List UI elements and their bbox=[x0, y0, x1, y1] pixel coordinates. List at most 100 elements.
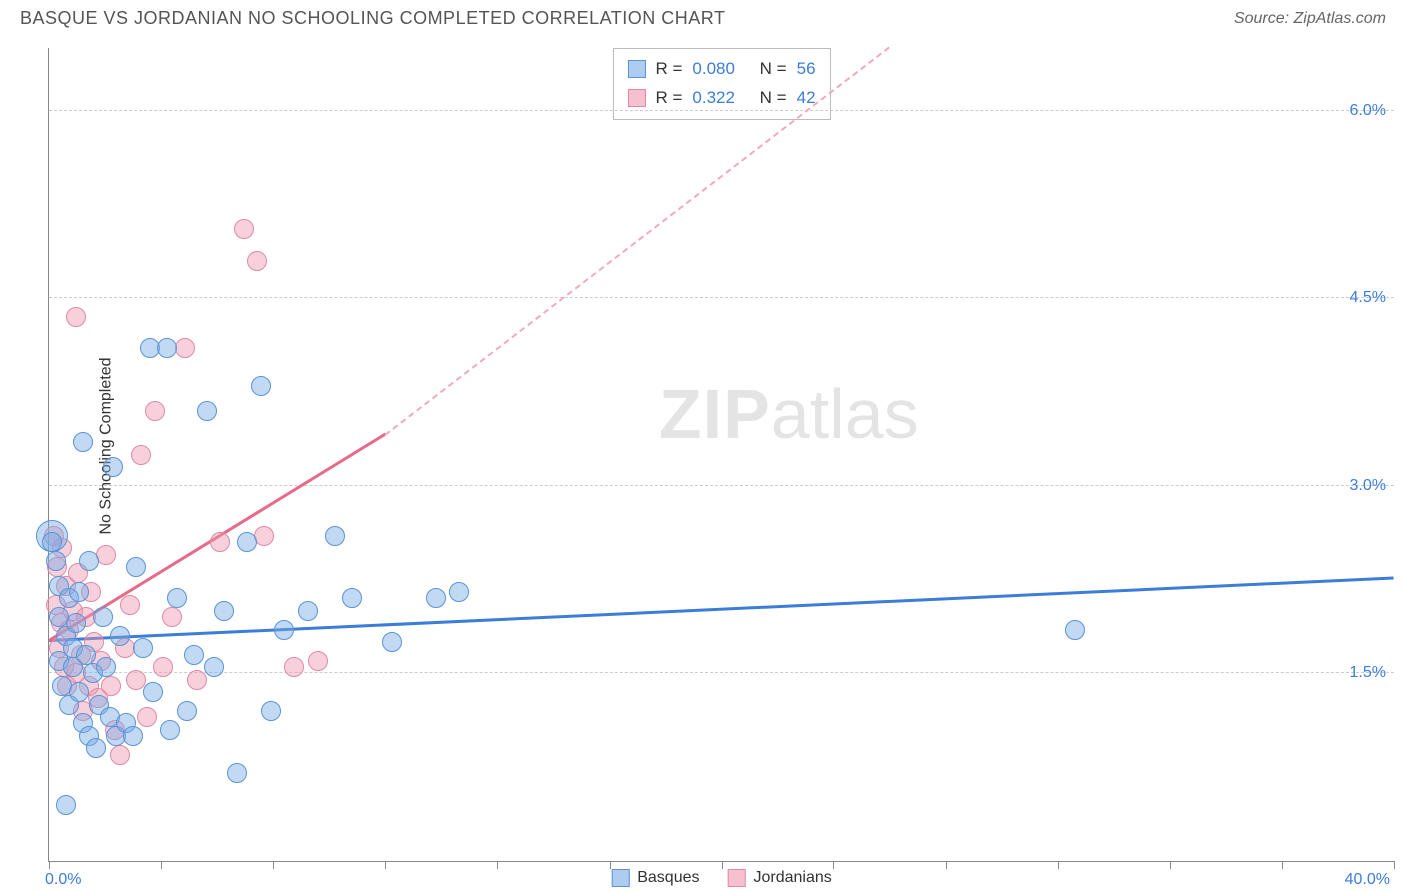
swatch-pink-icon bbox=[727, 869, 745, 887]
x-tick bbox=[1058, 861, 1059, 869]
x-tick bbox=[497, 861, 498, 869]
data-point bbox=[79, 551, 99, 571]
data-point bbox=[251, 376, 271, 396]
chart-plot-area: ZIPatlas R = 0.080 N = 56 R = 0.322 N = … bbox=[48, 48, 1394, 862]
data-point bbox=[162, 607, 182, 627]
data-point bbox=[426, 588, 446, 608]
data-point bbox=[325, 526, 345, 546]
swatch-blue-icon bbox=[627, 60, 645, 78]
data-point bbox=[210, 532, 230, 552]
y-tick-label: 6.0% bbox=[1350, 102, 1386, 120]
x-tick bbox=[1170, 861, 1171, 869]
trend-line bbox=[49, 577, 1394, 643]
swatch-pink-icon bbox=[627, 89, 645, 107]
data-point bbox=[133, 638, 153, 658]
n-value: 56 bbox=[797, 55, 816, 84]
data-point bbox=[214, 601, 234, 621]
data-point bbox=[204, 657, 224, 677]
data-point bbox=[234, 219, 254, 239]
data-point bbox=[342, 588, 362, 608]
x-tick bbox=[1394, 861, 1395, 869]
data-point bbox=[175, 338, 195, 358]
data-point bbox=[120, 595, 140, 615]
data-point bbox=[157, 338, 177, 358]
data-point bbox=[73, 432, 93, 452]
data-point bbox=[66, 307, 86, 327]
gridline bbox=[49, 672, 1394, 673]
stats-row: R = 0.080 N = 56 bbox=[627, 55, 815, 84]
data-point bbox=[93, 607, 113, 627]
r-value: 0.080 bbox=[692, 55, 735, 84]
y-tick-label: 3.0% bbox=[1350, 477, 1386, 495]
x-min-label: 0.0% bbox=[45, 871, 81, 889]
legend-item: Basques bbox=[611, 869, 699, 887]
n-label: N = bbox=[760, 55, 787, 84]
y-tick-label: 4.5% bbox=[1350, 289, 1386, 307]
data-point bbox=[308, 651, 328, 671]
data-point bbox=[153, 657, 173, 677]
data-point bbox=[1065, 620, 1085, 640]
x-tick bbox=[273, 861, 274, 869]
watermark-bold: ZIP bbox=[659, 375, 771, 453]
x-tick bbox=[610, 861, 611, 869]
data-point bbox=[110, 626, 130, 646]
x-tick bbox=[385, 861, 386, 869]
data-point bbox=[46, 551, 66, 571]
x-tick bbox=[946, 861, 947, 869]
data-point bbox=[227, 763, 247, 783]
data-point bbox=[66, 613, 86, 633]
legend-label: Jordanians bbox=[753, 869, 831, 887]
data-point bbox=[137, 707, 157, 727]
data-point bbox=[123, 726, 143, 746]
data-point bbox=[177, 701, 197, 721]
gridline bbox=[49, 485, 1394, 486]
gridline bbox=[49, 297, 1394, 298]
r-value: 0.322 bbox=[692, 84, 735, 113]
series-legend: Basques Jordanians bbox=[611, 869, 832, 887]
data-point bbox=[42, 532, 62, 552]
r-label: R = bbox=[655, 84, 682, 113]
n-label: N = bbox=[760, 84, 787, 113]
data-point bbox=[284, 657, 304, 677]
watermark-light: atlas bbox=[771, 375, 919, 453]
y-tick-label: 1.5% bbox=[1350, 664, 1386, 682]
swatch-blue-icon bbox=[611, 869, 629, 887]
data-point bbox=[86, 738, 106, 758]
data-point bbox=[184, 645, 204, 665]
x-tick bbox=[722, 861, 723, 869]
data-point bbox=[110, 745, 130, 765]
data-point bbox=[96, 657, 116, 677]
chart-title: BASQUE VS JORDANIAN NO SCHOOLING COMPLET… bbox=[20, 8, 725, 29]
data-point bbox=[274, 620, 294, 640]
x-tick bbox=[49, 861, 50, 869]
data-point bbox=[145, 401, 165, 421]
data-point bbox=[143, 682, 163, 702]
x-max-label: 40.0% bbox=[1345, 871, 1390, 889]
source-label: Source: ZipAtlas.com bbox=[1234, 10, 1386, 28]
data-point bbox=[131, 445, 151, 465]
data-point bbox=[56, 795, 76, 815]
data-point bbox=[76, 645, 96, 665]
data-point bbox=[101, 676, 121, 696]
data-point bbox=[126, 557, 146, 577]
data-point bbox=[298, 601, 318, 621]
data-point bbox=[197, 401, 217, 421]
stats-row: R = 0.322 N = 42 bbox=[627, 84, 815, 113]
data-point bbox=[167, 588, 187, 608]
data-point bbox=[187, 670, 207, 690]
gridline bbox=[49, 110, 1394, 111]
r-label: R = bbox=[655, 55, 682, 84]
data-point bbox=[449, 582, 469, 602]
x-tick bbox=[161, 861, 162, 869]
x-tick bbox=[833, 861, 834, 869]
data-point bbox=[382, 632, 402, 652]
legend-label: Basques bbox=[637, 869, 699, 887]
watermark: ZIPatlas bbox=[659, 374, 919, 454]
data-point bbox=[237, 532, 257, 552]
x-tick bbox=[1282, 861, 1283, 869]
legend-item: Jordanians bbox=[727, 869, 831, 887]
data-point bbox=[261, 701, 281, 721]
data-point bbox=[160, 720, 180, 740]
data-point bbox=[69, 682, 89, 702]
data-point bbox=[247, 251, 267, 271]
